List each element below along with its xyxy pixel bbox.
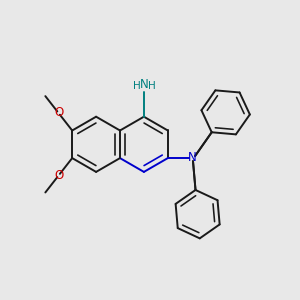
Text: H: H	[133, 81, 141, 91]
Text: methoxy: methoxy	[0, 299, 1, 300]
Text: methoxy: methoxy	[0, 299, 1, 300]
Text: H: H	[148, 81, 156, 91]
Text: N: N	[188, 151, 197, 164]
Text: N: N	[140, 78, 149, 91]
Text: O: O	[54, 169, 63, 182]
Text: O: O	[54, 106, 63, 119]
